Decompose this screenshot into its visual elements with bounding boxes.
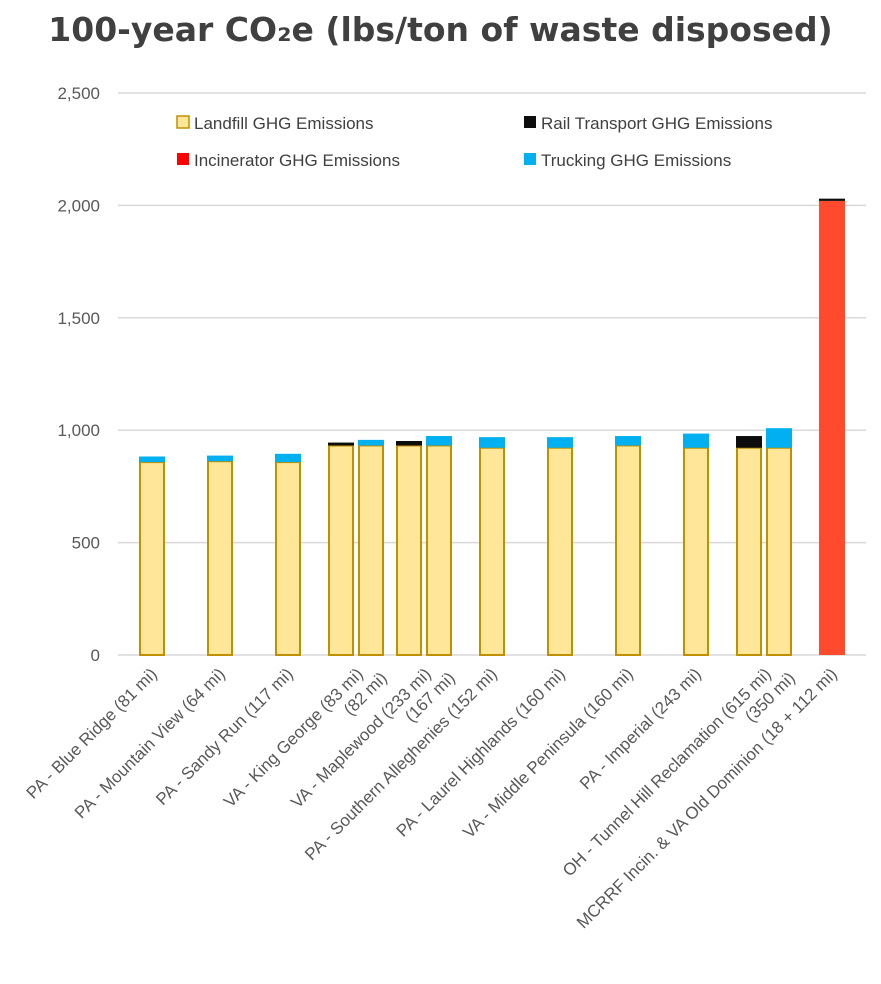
bar-segment-trucking [275,453,301,463]
y-tick-label: 2,500 [57,84,100,103]
bar-segment-trucking [139,456,165,463]
legend-label-incinerator: Incinerator GHG Emissions [194,151,400,170]
bar-segment-landfill [207,460,233,657]
legend-swatch-landfill [176,115,190,129]
legend-swatch-rail [524,116,536,128]
x-category-label: VA - King George (83 mi) [220,664,367,811]
bar-segment-landfill [358,444,384,656]
bar-segment-trucking [683,433,709,448]
bar-segment-landfill [479,446,505,656]
bar-segment-rail [328,442,354,446]
bar-segment-landfill [275,461,301,657]
bar-segment-trucking [766,428,792,448]
x-category-label: PA - Blue Ridge (81 mi) [23,664,161,802]
bar-segment-landfill [426,444,452,656]
legend-swatch-trucking [524,153,536,165]
bar-segment-landfill [736,446,762,656]
bar-segment-trucking [479,437,505,448]
y-tick-label: 500 [72,534,100,553]
bar-segment-incinerator [819,200,845,656]
bar-segment-trucking [547,437,573,448]
bar-segment-trucking [615,436,641,446]
x-category-label: PA - Sandy Run (117 mi) [152,664,297,809]
legend-label-landfill: Landfill GHG Emissions [194,114,374,133]
chart-title: 100-year CO₂e (lbs/ton of waste disposed… [48,10,833,49]
y-tick-label: 1,500 [57,309,100,328]
y-tick-label: 0 [91,646,100,665]
legend-label-trucking: Trucking GHG Emissions [541,151,731,170]
bar-segment-rail [396,440,422,446]
x-category-label: MCRRF Incin. & VA Old Dominion (18 + 112… [573,664,841,932]
bar-segment-landfill [328,444,354,656]
bar-segment-landfill [766,446,792,656]
legend-swatch-incinerator [177,153,189,165]
y-tick-label: 1,000 [57,421,100,440]
y-axis-ticks: 0 500 1,000 1,500 2,000 2,500 [57,84,100,665]
bar-segment-rail [819,198,845,201]
bar-segment-landfill [396,444,422,656]
bar-segment-trucking [207,455,233,462]
bars [139,198,845,657]
bar-segment-trucking [426,436,452,446]
legend-label-rail: Rail Transport GHG Emissions [541,114,772,133]
bar-segment-landfill [683,446,709,656]
bar-segment-landfill [139,461,165,657]
x-axis-labels: PA - Blue Ridge (81 mi)PA - Mountain Vie… [23,664,841,932]
bar-segment-landfill [615,444,641,656]
bar-segment-landfill [547,446,573,656]
bar-segment-rail [736,436,762,448]
y-tick-label: 2,000 [57,196,100,215]
legend: Landfill GHG Emissions Rail Transport GHG… [176,114,772,170]
bar-segment-trucking [358,439,384,446]
x-category-label: PA - Imperial (243 mi) [576,664,705,793]
